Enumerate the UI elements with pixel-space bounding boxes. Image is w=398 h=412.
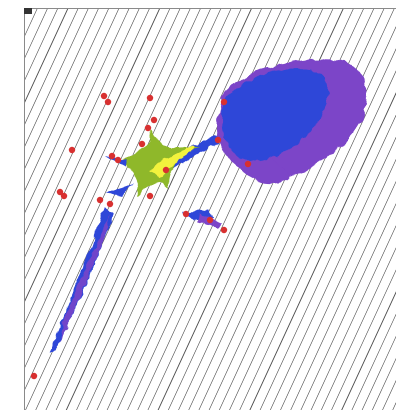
grid-line	[24, 8, 151, 282]
red-point	[100, 92, 108, 100]
red-point	[220, 98, 228, 106]
grid-line	[24, 8, 69, 105]
grid-line	[249, 92, 396, 410]
core-highlight	[150, 146, 196, 178]
red-point	[96, 196, 104, 204]
grid-line	[361, 335, 396, 410]
grid-line	[86, 8, 273, 410]
grid-line	[45, 8, 232, 410]
red-point	[214, 136, 222, 144]
red-point	[206, 216, 214, 224]
grid-line	[24, 8, 110, 193]
grid-line	[0, 0, 21, 412]
grid-line	[24, 8, 59, 83]
grid-line	[24, 8, 89, 149]
red-point	[60, 192, 68, 200]
red-point	[30, 372, 38, 380]
grid-line	[24, 8, 181, 348]
red-point	[146, 192, 154, 200]
grid-line	[290, 180, 396, 410]
plot-frame	[24, 8, 396, 410]
red-point	[162, 166, 170, 174]
grid-line	[218, 26, 396, 410]
grid-line	[208, 8, 395, 410]
grid-line	[0, 0, 11, 412]
red-point	[150, 116, 158, 124]
grid-line	[320, 247, 396, 410]
grid-line	[24, 8, 100, 171]
red-point	[146, 94, 154, 102]
grid-line	[55, 8, 242, 410]
inner-blob	[221, 69, 328, 162]
grid-line	[259, 114, 396, 410]
red-point	[108, 152, 116, 160]
grid-line	[280, 158, 396, 410]
grid-line	[24, 8, 130, 238]
grid-line	[35, 8, 222, 410]
red-point	[244, 160, 252, 168]
red-point	[114, 156, 122, 164]
grid-line	[331, 269, 396, 410]
red-point	[56, 188, 64, 196]
red-point	[220, 226, 228, 234]
grid-line	[96, 8, 283, 410]
red-points	[30, 92, 252, 380]
grid-line	[341, 291, 396, 410]
red-point	[138, 140, 146, 148]
grid-line	[310, 225, 396, 410]
grid-line	[76, 8, 263, 410]
diagonal-streak	[50, 208, 114, 354]
grid-line	[300, 203, 396, 410]
grid-line	[269, 136, 396, 410]
grid-line	[24, 8, 79, 127]
grid-line	[351, 313, 396, 410]
grid-line	[65, 8, 253, 410]
red-point	[68, 146, 76, 154]
grid-line	[24, 8, 171, 326]
grid-line	[24, 8, 161, 304]
red-point	[182, 210, 190, 218]
red-point	[144, 124, 152, 132]
red-point	[104, 98, 112, 106]
grid-line	[229, 48, 396, 410]
grid-line	[239, 70, 396, 410]
grid-line	[24, 8, 120, 215]
grid-line	[24, 8, 140, 260]
red-point	[106, 200, 114, 208]
corner-marker	[24, 8, 32, 14]
grid-line	[24, 8, 191, 370]
